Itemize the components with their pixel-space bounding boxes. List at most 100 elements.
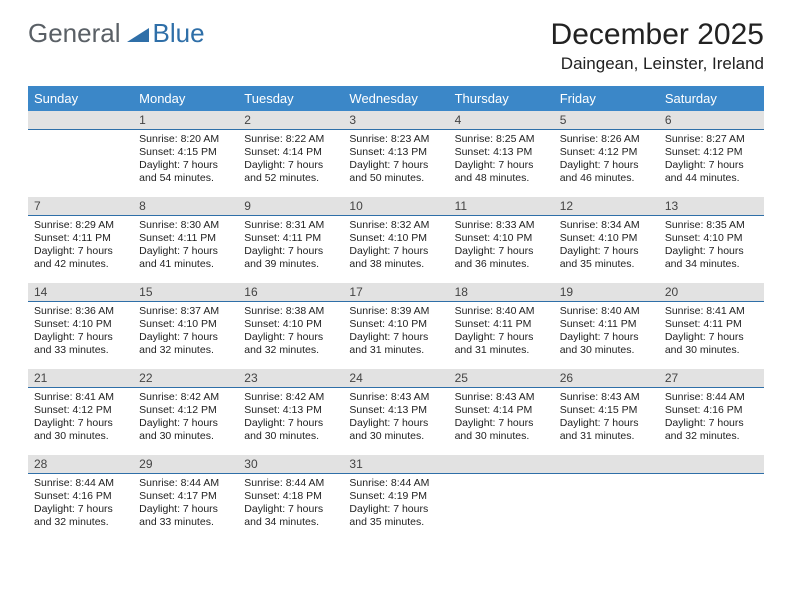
day-details: Sunrise: 8:37 AMSunset: 4:10 PMDaylight:… [133, 302, 238, 362]
calendar-cell: 18Sunrise: 8:40 AMSunset: 4:11 PMDayligh… [449, 283, 554, 369]
day-details: Sunrise: 8:44 AMSunset: 4:16 PMDaylight:… [659, 388, 764, 448]
day-details: Sunrise: 8:44 AMSunset: 4:16 PMDaylight:… [28, 474, 133, 534]
day-line: Sunrise: 8:40 AM [560, 305, 653, 318]
day-line: Sunrise: 8:39 AM [349, 305, 442, 318]
day-line: Sunset: 4:10 PM [455, 232, 548, 245]
day-number: 31 [343, 455, 448, 474]
day-line: Sunset: 4:11 PM [455, 318, 548, 331]
day-line: and 38 minutes. [349, 258, 442, 271]
col-header: Saturday [659, 86, 764, 111]
day-line: Daylight: 7 hours [455, 417, 548, 430]
day-number: 24 [343, 369, 448, 388]
calendar-cell: 27Sunrise: 8:44 AMSunset: 4:16 PMDayligh… [659, 369, 764, 455]
calendar-cell: 20Sunrise: 8:41 AMSunset: 4:11 PMDayligh… [659, 283, 764, 369]
day-line: Sunrise: 8:44 AM [244, 477, 337, 490]
day-number: 29 [133, 455, 238, 474]
day-line: Sunrise: 8:44 AM [665, 391, 758, 404]
day-details: Sunrise: 8:25 AMSunset: 4:13 PMDaylight:… [449, 130, 554, 190]
day-line: and 33 minutes. [34, 344, 127, 357]
day-details: Sunrise: 8:33 AMSunset: 4:10 PMDaylight:… [449, 216, 554, 276]
day-line: Sunset: 4:12 PM [560, 146, 653, 159]
day-details: Sunrise: 8:42 AMSunset: 4:13 PMDaylight:… [238, 388, 343, 448]
calendar-cell: 17Sunrise: 8:39 AMSunset: 4:10 PMDayligh… [343, 283, 448, 369]
day-line: Daylight: 7 hours [665, 417, 758, 430]
day-number: 28 [28, 455, 133, 474]
day-line: and 46 minutes. [560, 172, 653, 185]
day-line: and 44 minutes. [665, 172, 758, 185]
day-details: Sunrise: 8:20 AMSunset: 4:15 PMDaylight:… [133, 130, 238, 190]
day-line: Daylight: 7 hours [455, 245, 548, 258]
day-line: and 39 minutes. [244, 258, 337, 271]
calendar-body: 1Sunrise: 8:20 AMSunset: 4:15 PMDaylight… [28, 111, 764, 541]
col-header: Monday [133, 86, 238, 111]
day-line: and 50 minutes. [349, 172, 442, 185]
day-line: Sunset: 4:12 PM [665, 146, 758, 159]
day-header-row: Sunday Monday Tuesday Wednesday Thursday… [28, 86, 764, 111]
day-line: Sunrise: 8:44 AM [34, 477, 127, 490]
day-line: Sunrise: 8:36 AM [34, 305, 127, 318]
day-line: Sunrise: 8:29 AM [34, 219, 127, 232]
day-line: Sunset: 4:16 PM [34, 490, 127, 503]
day-number: 12 [554, 197, 659, 216]
day-number: 23 [238, 369, 343, 388]
day-number: 15 [133, 283, 238, 302]
calendar-cell: 14Sunrise: 8:36 AMSunset: 4:10 PMDayligh… [28, 283, 133, 369]
day-line: and 33 minutes. [139, 516, 232, 529]
day-line: Sunrise: 8:25 AM [455, 133, 548, 146]
day-line: Sunrise: 8:43 AM [560, 391, 653, 404]
day-line: Sunrise: 8:26 AM [560, 133, 653, 146]
day-line: Sunrise: 8:44 AM [139, 477, 232, 490]
day-details: Sunrise: 8:44 AMSunset: 4:18 PMDaylight:… [238, 474, 343, 534]
day-number: 5 [554, 111, 659, 130]
day-line: Daylight: 7 hours [34, 331, 127, 344]
day-number: 7 [28, 197, 133, 216]
day-line: Daylight: 7 hours [560, 159, 653, 172]
col-header: Wednesday [343, 86, 448, 111]
calendar-cell: 1Sunrise: 8:20 AMSunset: 4:15 PMDaylight… [133, 111, 238, 197]
day-line: Sunrise: 8:44 AM [349, 477, 442, 490]
calendar-cell: 3Sunrise: 8:23 AMSunset: 4:13 PMDaylight… [343, 111, 448, 197]
day-details: Sunrise: 8:43 AMSunset: 4:13 PMDaylight:… [343, 388, 448, 448]
day-details: Sunrise: 8:35 AMSunset: 4:10 PMDaylight:… [659, 216, 764, 276]
day-line: Sunset: 4:18 PM [244, 490, 337, 503]
day-line: Daylight: 7 hours [560, 331, 653, 344]
day-number: 9 [238, 197, 343, 216]
day-line: Daylight: 7 hours [139, 245, 232, 258]
day-line: Sunset: 4:16 PM [665, 404, 758, 417]
day-line: Sunrise: 8:42 AM [139, 391, 232, 404]
day-line: Daylight: 7 hours [455, 159, 548, 172]
day-line: Sunset: 4:12 PM [34, 404, 127, 417]
calendar-week-row: 14Sunrise: 8:36 AMSunset: 4:10 PMDayligh… [28, 283, 764, 369]
title-block: December 2025 Daingean, Leinster, Irelan… [551, 18, 764, 84]
calendar-cell: 7Sunrise: 8:29 AMSunset: 4:11 PMDaylight… [28, 197, 133, 283]
day-number: 11 [449, 197, 554, 216]
day-line: Sunrise: 8:38 AM [244, 305, 337, 318]
day-details: Sunrise: 8:42 AMSunset: 4:12 PMDaylight:… [133, 388, 238, 448]
day-details: Sunrise: 8:29 AMSunset: 4:11 PMDaylight:… [28, 216, 133, 276]
col-header: Friday [554, 86, 659, 111]
day-line: Sunset: 4:12 PM [139, 404, 232, 417]
location-text: Daingean, Leinster, Ireland [551, 54, 764, 74]
day-line: Sunset: 4:10 PM [349, 318, 442, 331]
calendar-cell: 13Sunrise: 8:35 AMSunset: 4:10 PMDayligh… [659, 197, 764, 283]
day-line: Sunset: 4:13 PM [244, 404, 337, 417]
day-line: Daylight: 7 hours [244, 331, 337, 344]
day-line: Sunrise: 8:33 AM [455, 219, 548, 232]
day-line: and 31 minutes. [560, 430, 653, 443]
calendar-cell: 29Sunrise: 8:44 AMSunset: 4:17 PMDayligh… [133, 455, 238, 541]
day-line: Sunset: 4:10 PM [665, 232, 758, 245]
day-line: Sunrise: 8:34 AM [560, 219, 653, 232]
day-line: and 35 minutes. [349, 516, 442, 529]
day-line: Sunset: 4:10 PM [244, 318, 337, 331]
day-line: Sunset: 4:10 PM [560, 232, 653, 245]
day-number: 19 [554, 283, 659, 302]
calendar-cell: 25Sunrise: 8:43 AMSunset: 4:14 PMDayligh… [449, 369, 554, 455]
brand-part2: Blue [153, 18, 205, 49]
day-line: Sunrise: 8:30 AM [139, 219, 232, 232]
day-line: Daylight: 7 hours [139, 417, 232, 430]
day-line: and 42 minutes. [34, 258, 127, 271]
col-header: Thursday [449, 86, 554, 111]
brand-logo: General Blue [28, 18, 205, 49]
day-details: Sunrise: 8:39 AMSunset: 4:10 PMDaylight:… [343, 302, 448, 362]
day-number: 13 [659, 197, 764, 216]
